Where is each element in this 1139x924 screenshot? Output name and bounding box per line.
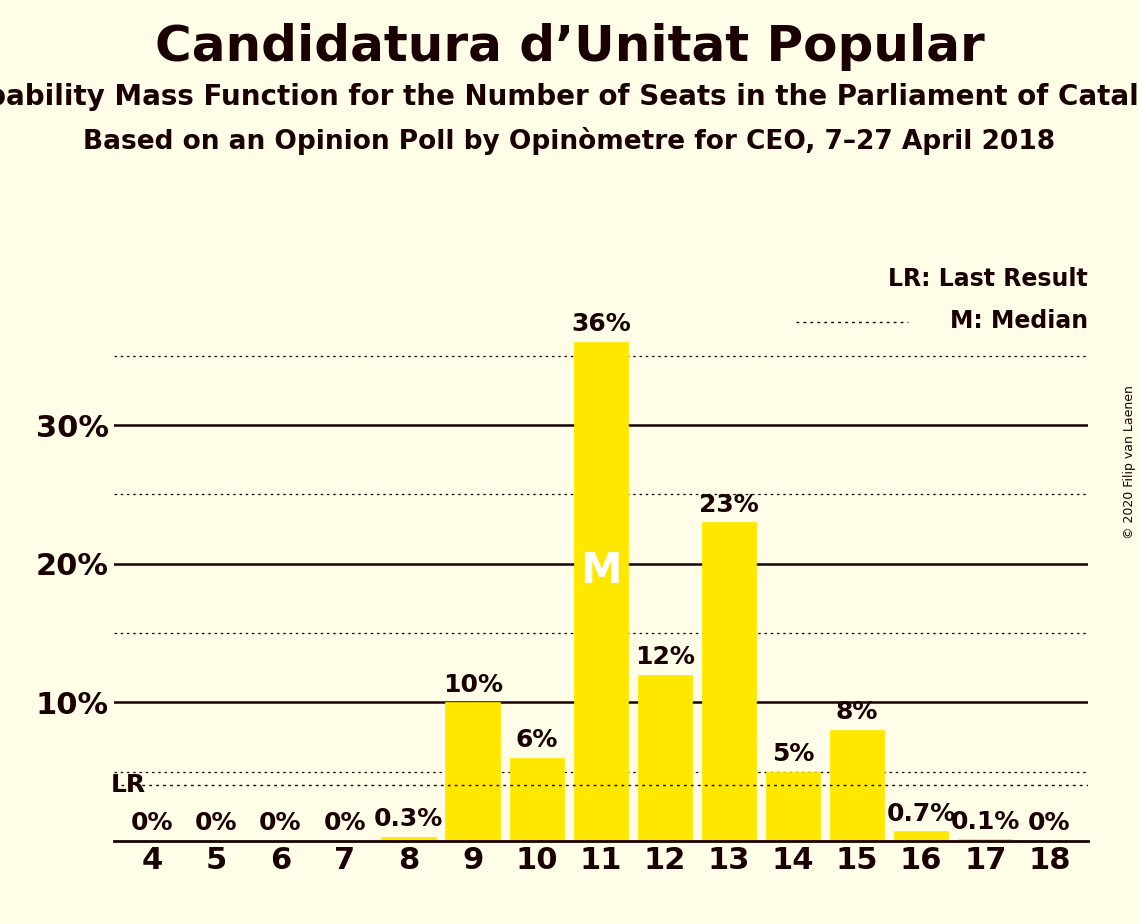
Text: 0%: 0% [260,811,302,835]
Text: Based on an Opinion Poll by Opinòmetre for CEO, 7–27 April 2018: Based on an Opinion Poll by Opinòmetre f… [83,127,1056,154]
Text: Probability Mass Function for the Number of Seats in the Parliament of Catalonia: Probability Mass Function for the Number… [0,83,1139,111]
Text: 0%: 0% [195,811,238,835]
Text: 36%: 36% [571,312,631,336]
Text: 0%: 0% [323,811,366,835]
Bar [702,522,756,841]
Text: LR: LR [110,773,146,797]
Bar [509,758,564,841]
Text: 0%: 0% [131,811,173,835]
Text: 0%: 0% [1029,811,1071,835]
Bar [830,730,884,841]
Text: LR: Last Result: LR: Last Result [888,267,1088,291]
Bar [894,832,949,841]
Bar [765,772,820,841]
Text: 0.1%: 0.1% [951,810,1019,833]
Bar [574,342,628,841]
Text: 23%: 23% [699,492,759,517]
Text: M: Median: M: Median [950,309,1088,333]
Text: 5%: 5% [772,742,814,766]
Text: 0.7%: 0.7% [886,802,956,826]
Text: 8%: 8% [836,700,878,724]
Text: Candidatura d’Unitat Popular: Candidatura d’Unitat Popular [155,23,984,71]
Text: 10%: 10% [443,673,502,697]
Text: 0.3%: 0.3% [374,808,443,832]
Bar [382,837,436,841]
Bar [445,702,500,841]
Text: 6%: 6% [516,728,558,752]
Text: © 2020 Filip van Laenen: © 2020 Filip van Laenen [1123,385,1137,539]
Text: M: M [580,550,622,591]
Text: 12%: 12% [634,645,695,669]
Bar [638,675,693,841]
Bar [958,839,1013,841]
